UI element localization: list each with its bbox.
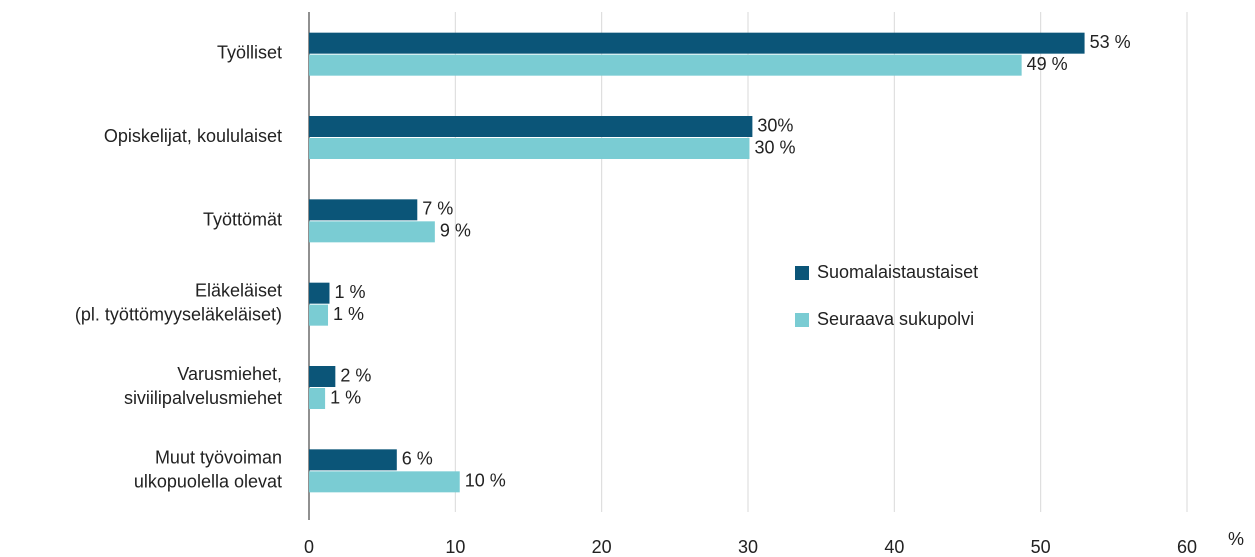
legend-label: Suomalaistaustaiset	[817, 262, 978, 282]
legend-swatch	[795, 266, 809, 280]
data-label: 1 %	[334, 282, 365, 302]
data-label: 6 %	[402, 449, 433, 469]
x-axis-label: %	[1228, 529, 1244, 549]
legend-label: Seuraava sukupolvi	[817, 309, 974, 329]
data-label: 7 %	[422, 199, 453, 219]
data-label: 53 %	[1090, 32, 1131, 52]
bar	[309, 54, 1022, 76]
y-tick-label: Eläkeläiset (pl. työttömyyseläkeläiset)	[75, 280, 282, 324]
bar	[309, 116, 753, 137]
bar	[309, 471, 460, 493]
y-tick-label: Opiskelijat, koululaiset	[104, 126, 282, 146]
legend-swatch	[795, 313, 809, 327]
data-label: 1 %	[333, 304, 364, 324]
y-tick-label: Muut työvoiman ulkopuolella olevat	[134, 447, 282, 491]
bar	[309, 366, 336, 387]
x-tick-label: 10	[445, 537, 465, 557]
bar	[309, 199, 418, 221]
bar	[309, 449, 397, 471]
bar	[309, 32, 1085, 54]
y-tick-label: Varusmiehet, siviilipalvelusmiehet	[124, 364, 282, 408]
bar	[309, 221, 435, 243]
bar	[309, 282, 330, 304]
data-label: 49 %	[1027, 54, 1068, 74]
data-label: 9 %	[440, 221, 471, 241]
x-tick-label: 50	[1031, 537, 1051, 557]
data-label: 30 %	[754, 137, 795, 157]
data-label: 30%	[757, 115, 793, 135]
bar	[309, 304, 329, 326]
x-tick-label: 30	[738, 537, 758, 557]
y-tick-label: Työlliset	[217, 42, 282, 62]
x-tick-label: 0	[304, 537, 314, 557]
y-tick-label: Työttömät	[203, 209, 282, 229]
x-tick-label: 40	[884, 537, 904, 557]
data-label: 10 %	[465, 471, 506, 491]
data-label: 1 %	[330, 387, 361, 407]
x-tick-label: 60	[1177, 537, 1197, 557]
bar	[309, 138, 750, 159]
x-tick-label: 20	[592, 537, 612, 557]
data-label: 2 %	[340, 365, 371, 385]
bar	[309, 388, 326, 409]
